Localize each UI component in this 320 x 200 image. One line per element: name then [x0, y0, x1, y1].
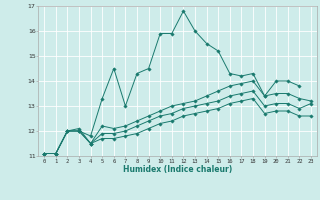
X-axis label: Humidex (Indice chaleur): Humidex (Indice chaleur)	[123, 165, 232, 174]
